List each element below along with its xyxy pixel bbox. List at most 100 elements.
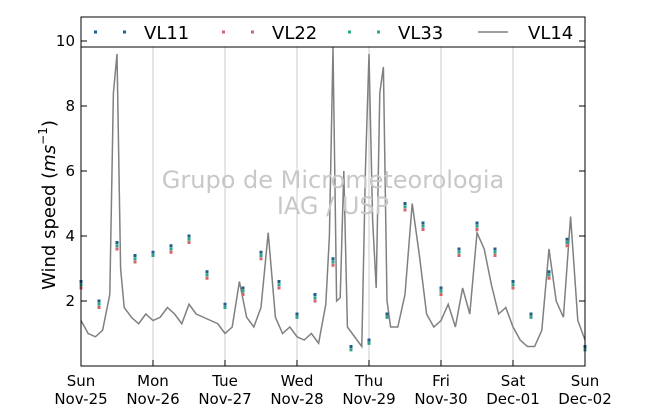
y-tick-label: 2	[65, 292, 75, 310]
y-axis-ticks: 2 4 6 8 10	[56, 32, 585, 310]
series-VL11-point	[439, 286, 443, 290]
series-VL11-point	[151, 250, 155, 254]
series-VL33-point	[493, 250, 497, 254]
series-VL11-point	[403, 202, 407, 205]
series-VL11-point	[475, 221, 479, 225]
series-VL11-point	[529, 312, 533, 316]
watermark: Grupo de Micrometeorologia IAG / USP	[162, 166, 504, 220]
series-VL22-point	[187, 241, 191, 244]
vertical-grid-lines	[152, 47, 514, 366]
series-VL33-point	[97, 302, 101, 306]
series-VL22-point	[547, 276, 551, 280]
series-VL33-point	[349, 348, 353, 352]
series-VL33-point	[169, 247, 173, 251]
x-tick-label: Sun Dec-02	[558, 372, 612, 408]
series-VL11-point	[313, 293, 317, 296]
legend-label-VL33: VL33	[398, 23, 443, 44]
x-tick-day: Sun	[571, 372, 600, 390]
watermark-line-2: IAG / USP	[277, 192, 389, 220]
legend-marker-VL22	[222, 30, 225, 34]
x-tick-day: Sat	[501, 372, 526, 390]
series-VL33-point	[151, 254, 155, 257]
y-axis-label-unit: ms	[39, 145, 60, 172]
series-VL33-point	[439, 289, 443, 293]
series-VL11-point	[331, 257, 335, 261]
series-VL22-point	[241, 293, 245, 296]
x-tick-day: Wed	[281, 372, 314, 390]
x-tick-day: Thu	[354, 372, 383, 390]
series-VL33-point	[367, 341, 371, 345]
x-tick-date: Nov-29	[342, 390, 395, 408]
x-tick-date: Dec-01	[486, 390, 540, 408]
series-VL11-point	[493, 247, 497, 251]
series-VL11-point	[457, 247, 461, 251]
y-axis-label-close: )	[39, 120, 60, 127]
series-VL33-point	[313, 296, 317, 300]
x-tick-day: Tue	[211, 372, 238, 390]
x-tick-label: Tue Nov-27	[198, 372, 251, 408]
series-VL11-point	[241, 286, 245, 290]
legend-marker-VL33	[377, 30, 380, 34]
series-VL33-point	[277, 283, 281, 287]
series-VL11-point	[223, 302, 227, 306]
legend-label-VL14: VL14	[528, 23, 573, 44]
x-tick-date: Nov-30	[414, 390, 467, 408]
series-VL33-point	[205, 273, 209, 277]
y-tick-label: 4	[65, 227, 75, 245]
plot-frame	[80, 16, 586, 367]
series-VL22-point	[205, 276, 209, 280]
legend-marker-VL11	[123, 30, 126, 34]
x-tick-label: Sun Nov-25	[54, 372, 107, 408]
y-tick-label: 8	[65, 97, 75, 115]
series-VL22-point	[457, 254, 461, 257]
series-VL11-point	[259, 250, 263, 254]
y-tick-label: 6	[65, 162, 75, 180]
series-VL22-point	[133, 260, 137, 264]
series-VL33-point	[565, 241, 569, 244]
series-VL33-point	[475, 224, 479, 228]
x-tick-label: Thu Nov-29	[342, 372, 395, 408]
series-VL11-point	[367, 338, 371, 342]
series-VL22-point	[259, 257, 263, 261]
x-tick-date: Nov-27	[198, 390, 251, 408]
series-VL22-point	[277, 286, 281, 290]
series-VL33-point	[421, 224, 425, 228]
series-VL33-point	[529, 315, 533, 319]
series-VL22-point	[97, 306, 101, 309]
y-axis-label-exponent: −1	[36, 127, 50, 145]
series-VL33-point	[133, 257, 137, 261]
series-VL11-point	[511, 280, 515, 283]
series-VL11-point	[97, 299, 101, 303]
series-VL22-point	[331, 263, 335, 267]
series-VL22-point	[169, 250, 173, 254]
series-VL33-point	[511, 283, 515, 287]
series-VL11-point	[421, 221, 425, 225]
series-VL22-point	[313, 299, 317, 303]
legend-label-VL11: VL11	[144, 23, 189, 44]
x-tick-day: Sun	[67, 372, 96, 390]
x-tick-label: Sat Dec-01	[486, 372, 540, 408]
legend-label-VL22: VL22	[272, 23, 317, 44]
series-VL33-point	[457, 250, 461, 254]
x-tick-label: Mon Nov-26	[126, 372, 179, 408]
series-VL33-point	[223, 306, 227, 309]
series-VL33-point	[115, 244, 119, 248]
series-VL22-point	[565, 244, 569, 248]
series-VL11-point	[169, 244, 173, 248]
y-axis-label: Wind speed (ms−1)	[36, 120, 60, 290]
series-VL33-point	[187, 237, 191, 241]
legend-marker-VL22	[251, 30, 254, 34]
series-VL33-point	[259, 254, 263, 257]
series-VL11-point	[385, 312, 389, 316]
series-VL22-point	[115, 247, 119, 251]
series-VL11-point	[187, 234, 191, 238]
series-VL22-point	[439, 293, 443, 296]
series-VL22-point	[493, 254, 497, 257]
series-VL11-point	[115, 241, 119, 244]
y-axis-label-main: Wind speed (	[39, 172, 60, 290]
x-tick-label: Fri Nov-30	[414, 372, 467, 408]
legend-marker-VL11	[94, 30, 97, 34]
series-VL33-point	[295, 315, 299, 319]
